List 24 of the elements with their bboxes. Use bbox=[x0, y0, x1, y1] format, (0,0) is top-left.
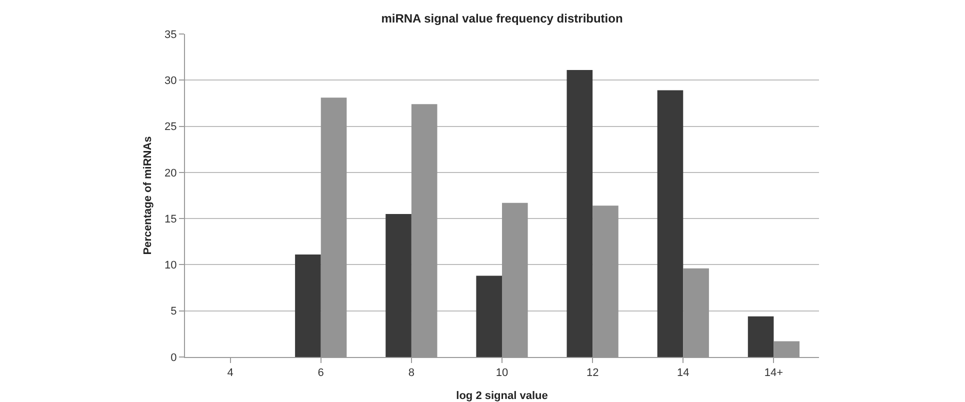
y-tick-label: 15 bbox=[164, 213, 177, 226]
x-axis-title: log 2 signal value bbox=[456, 390, 548, 402]
bar bbox=[476, 276, 502, 357]
y-tick-label: 20 bbox=[164, 167, 177, 180]
bar bbox=[386, 214, 412, 357]
y-axis-title: Percentage of miRNAs bbox=[142, 136, 154, 255]
y-tick-label: 5 bbox=[170, 306, 177, 318]
x-tick-label: 14 bbox=[677, 367, 690, 380]
y-tick-label: 35 bbox=[164, 28, 177, 41]
y-tick-label: 10 bbox=[164, 260, 177, 272]
bar bbox=[657, 90, 684, 357]
bar bbox=[295, 254, 321, 357]
x-tick-label: 14+ bbox=[764, 367, 784, 380]
bar bbox=[748, 316, 774, 357]
x-tick-label: 6 bbox=[318, 367, 324, 380]
chart-title: miRNA signal value frequency distribution bbox=[381, 11, 623, 26]
y-tick-label: 0 bbox=[170, 352, 177, 364]
x-tick-label: 10 bbox=[496, 367, 508, 380]
x-tick-label: 8 bbox=[408, 367, 414, 380]
y-tick-label: 25 bbox=[164, 121, 177, 134]
x-tick-label: 12 bbox=[586, 367, 599, 380]
x-tick-label: 4 bbox=[227, 367, 234, 380]
y-tick-label: 30 bbox=[164, 74, 177, 87]
bar bbox=[566, 70, 593, 357]
